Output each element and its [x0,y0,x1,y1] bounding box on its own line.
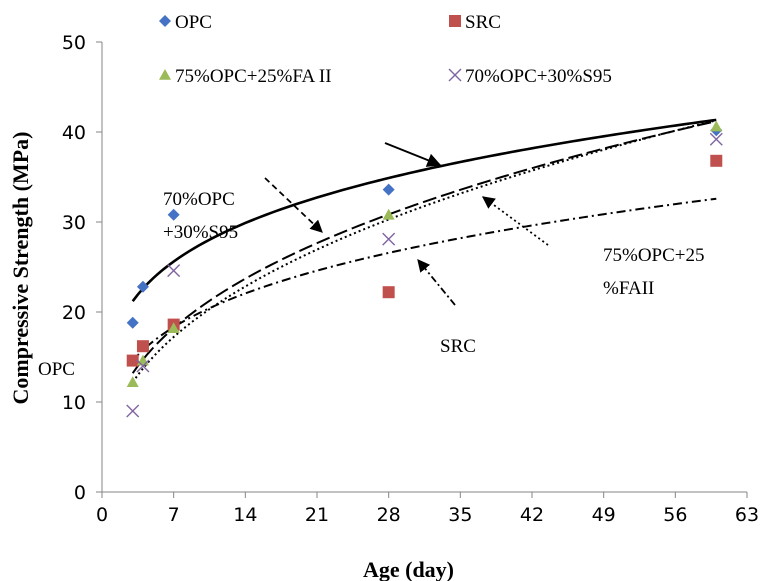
trend-line [131,197,717,362]
x-stroke [136,359,150,373]
y-tick-label: 40 [62,122,86,144]
annotation-label: +30%S95 [163,222,238,243]
y-tick-label: 20 [62,302,86,324]
x-tick-label: 49 [592,504,616,526]
data-point [710,154,723,167]
data-point [382,183,395,196]
data-point [167,322,180,333]
y-tick-label: 10 [62,392,86,414]
legend-label: 75%OPC+25%FA II [175,66,332,87]
data-point [382,286,395,299]
legend-label: OPC [175,12,212,33]
x-stroke [382,232,396,246]
annotation-label: OPC [38,359,75,380]
y-tick-label: 50 [62,32,86,54]
x-stroke [167,264,181,278]
data-point [126,316,139,329]
legend-label: 70%OPC+30%S95 [465,66,612,87]
x-tick-label: 7 [168,504,180,526]
data-point [167,208,180,221]
data-point [136,340,149,353]
data-point [126,354,139,367]
data-point [382,208,395,220]
data-points [126,120,723,418]
annotation-arrow [481,196,549,246]
x-stroke [126,404,140,418]
data-point [382,232,396,246]
legend-item: 70%OPC+30%S95 [448,66,612,87]
trend-line [131,119,717,383]
y-axis-title: Compressive Strength (MPa) [8,132,33,405]
y-tick-label: 0 [74,482,86,504]
legend-marker [159,69,171,80]
annotation-label: 75%OPC+25 [603,245,705,266]
x-tick-label: 28 [377,504,401,526]
x-tick-label: 21 [305,504,329,526]
trend-line [131,120,717,374]
annotation-label: 70%OPC [163,189,235,210]
annotation-arrow [264,177,323,233]
annotation-arrow [417,259,456,306]
legend-marker [448,68,462,82]
x-tick-label: 42 [520,504,544,526]
data-point [126,404,140,418]
annotation-label: %FAII [603,278,654,299]
legend-label: SRC [465,12,501,33]
legend-item: SRC [449,12,501,33]
y-tick-label: 30 [62,212,86,234]
trend-lines [131,118,717,383]
x-tick-label: 14 [233,504,257,526]
legend-item: 75%OPC+25%FA II [159,66,332,87]
axes: 0 7 14 21 28 35 42 49 56 63 0 10 20 30 40 50 Age (day) Co… [8,32,759,581]
data-point [136,354,149,366]
annotation-arrow [384,142,442,167]
x-stroke [709,132,723,146]
x-tick-label: 56 [663,504,687,526]
legend-item: OPC [159,12,212,33]
legend: OPC SRC 75%OPC+25%FA II 70%OPC+30%S95 [159,12,612,87]
x-tick-label: 0 [96,504,108,526]
annotation-label: SRC [440,336,476,357]
x-tick-label: 35 [448,504,472,526]
data-point [710,120,723,132]
data-point [126,376,139,387]
legend-marker [449,15,461,27]
annotations: OPC 70%OPC +30%S95 75%OPC+25 %FAII SRC [38,142,705,380]
legend-marker [159,15,171,27]
x-tick-label: 63 [735,504,759,526]
x-stroke [448,68,462,82]
data-point [709,132,723,146]
data-point [136,359,150,373]
trend-line [131,118,717,302]
x-axis-title: Age (day) [363,557,454,581]
data-point [167,264,181,278]
data-point [136,280,149,293]
